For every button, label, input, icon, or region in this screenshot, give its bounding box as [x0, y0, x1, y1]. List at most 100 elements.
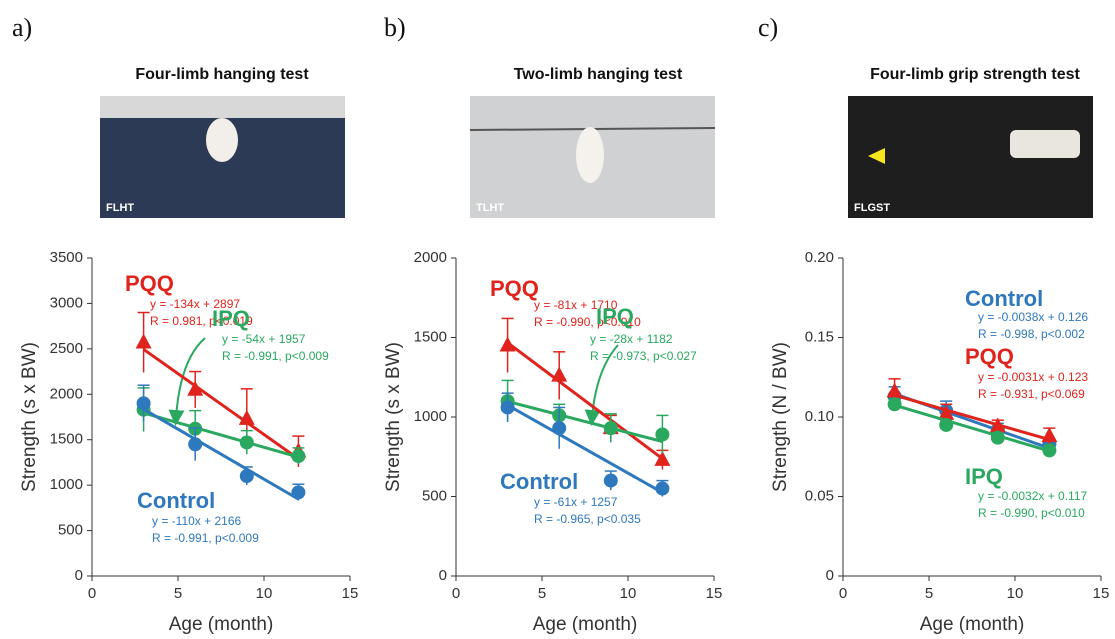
- fit-equation: y = -54x + 1957: [222, 332, 306, 346]
- y-axis-label: Strength (s x BW): [19, 342, 40, 492]
- y-tick-label: 1500: [50, 431, 83, 448]
- panel-label: c): [758, 13, 778, 42]
- series-name: Control: [137, 488, 215, 513]
- y-tick-label: 0.05: [805, 487, 834, 504]
- photo-label: FLHT: [106, 202, 134, 214]
- marker: [991, 431, 1005, 445]
- fit-line: [144, 349, 299, 459]
- x-tick-label: 10: [1007, 585, 1024, 602]
- marker: [552, 421, 566, 435]
- series-name: Control: [500, 469, 578, 494]
- fit-line: [895, 405, 1050, 451]
- y-tick-label: 0.15: [805, 328, 834, 345]
- x-tick-label: 0: [88, 585, 96, 602]
- series-name: IPQ: [212, 306, 250, 331]
- marker: [888, 397, 902, 411]
- marker: [551, 367, 567, 382]
- marker: [655, 482, 669, 496]
- fit-stats: R = -0.973, p<0.027: [590, 349, 697, 363]
- fit-stats: R = -0.991, p<0.009: [222, 349, 329, 363]
- y-tick-label: 0.20: [805, 249, 834, 266]
- fit-equation: y = -0.0031x + 0.123: [978, 370, 1088, 384]
- chart-title: Four-limb grip strength test: [870, 66, 1080, 83]
- chart-title: Four-limb hanging test: [135, 66, 309, 83]
- y-tick-label: 2000: [414, 249, 447, 266]
- fit-line: [895, 395, 1050, 439]
- fit-stats: R = -0.965, p<0.035: [534, 512, 641, 526]
- marker: [188, 437, 202, 451]
- y-tick-label: 500: [422, 487, 447, 504]
- y-tick-label: 3000: [50, 294, 83, 311]
- marker: [604, 421, 618, 435]
- marker: [240, 435, 254, 449]
- x-tick-label: 5: [174, 585, 182, 602]
- fit-equation: y = -0.0038x + 0.126: [978, 310, 1088, 324]
- photo-label: FLGST: [854, 202, 890, 214]
- series-name: PQQ: [965, 344, 1014, 369]
- photo-detail: [1010, 130, 1080, 158]
- series-name: IPQ: [596, 304, 634, 329]
- fit-equation: y = -28x + 1182: [590, 332, 673, 346]
- marker: [136, 333, 152, 348]
- figure: a)Four-limb hanging testFLHT050010001500…: [0, 0, 1115, 639]
- y-tick-label: 3500: [50, 249, 83, 266]
- x-tick-label: 10: [620, 585, 637, 602]
- marker: [655, 427, 669, 441]
- marker: [291, 449, 305, 463]
- fit-stats: R = -0.998, p<0.002: [978, 327, 1085, 341]
- y-tick-label: 2000: [50, 385, 83, 402]
- photo-detail: [576, 127, 604, 183]
- y-axis-label: Strength (s x BW): [383, 342, 404, 492]
- x-axis-label: Age (month): [920, 614, 1025, 635]
- fit-stats: R = -0.990, p<0.010: [978, 506, 1085, 520]
- x-axis-label: Age (month): [533, 614, 638, 635]
- fit-equation: y = -61x + 1257: [534, 495, 618, 509]
- y-tick-label: 1000: [50, 476, 83, 493]
- series-name: PQQ: [125, 271, 174, 296]
- x-tick-label: 0: [452, 585, 460, 602]
- marker: [240, 469, 254, 483]
- y-tick-label: 0: [75, 567, 83, 584]
- x-tick-label: 0: [839, 585, 847, 602]
- photo-detail: [100, 96, 345, 118]
- x-tick-label: 10: [256, 585, 273, 602]
- fit-equation: y = -0.0032x + 0.117: [978, 489, 1088, 503]
- marker: [939, 418, 953, 432]
- fit-equation: y = -110x + 2166: [152, 514, 242, 528]
- photo-detail: [206, 118, 238, 162]
- x-tick-label: 15: [706, 585, 723, 602]
- y-axis-label: Strength (N / BW): [770, 342, 791, 492]
- marker: [887, 383, 903, 398]
- arrow: [176, 338, 205, 418]
- marker: [501, 400, 515, 414]
- series-name: PQQ: [490, 276, 539, 301]
- marker: [604, 474, 618, 488]
- x-tick-label: 15: [1093, 585, 1110, 602]
- y-tick-label: 0: [826, 567, 834, 584]
- y-tick-label: 1000: [414, 408, 447, 425]
- y-tick-label: 1500: [414, 328, 447, 345]
- chart-title: Two-limb hanging test: [514, 66, 683, 83]
- marker: [137, 396, 151, 410]
- x-tick-label: 5: [538, 585, 546, 602]
- y-tick-label: 2500: [50, 340, 83, 357]
- fit-line: [144, 409, 299, 499]
- y-tick-label: 0: [439, 567, 447, 584]
- fit-stats: R = -0.931, p<0.069: [978, 387, 1085, 401]
- marker: [1041, 427, 1057, 442]
- photo-label: TLHT: [476, 202, 504, 214]
- y-tick-label: 0.10: [805, 408, 834, 425]
- fit-stats: R = -0.991, p<0.009: [152, 531, 259, 545]
- x-tick-label: 15: [342, 585, 359, 602]
- fit-line: [144, 413, 299, 457]
- panel-label: b): [384, 13, 406, 42]
- marker: [500, 336, 516, 351]
- y-tick-label: 500: [58, 522, 83, 539]
- x-tick-label: 5: [925, 585, 933, 602]
- fit-line: [508, 401, 663, 441]
- series-name: IPQ: [965, 464, 1003, 489]
- marker: [291, 485, 305, 499]
- series-name: Control: [965, 286, 1043, 311]
- panel-label: a): [12, 13, 32, 42]
- x-axis-label: Age (month): [169, 614, 274, 635]
